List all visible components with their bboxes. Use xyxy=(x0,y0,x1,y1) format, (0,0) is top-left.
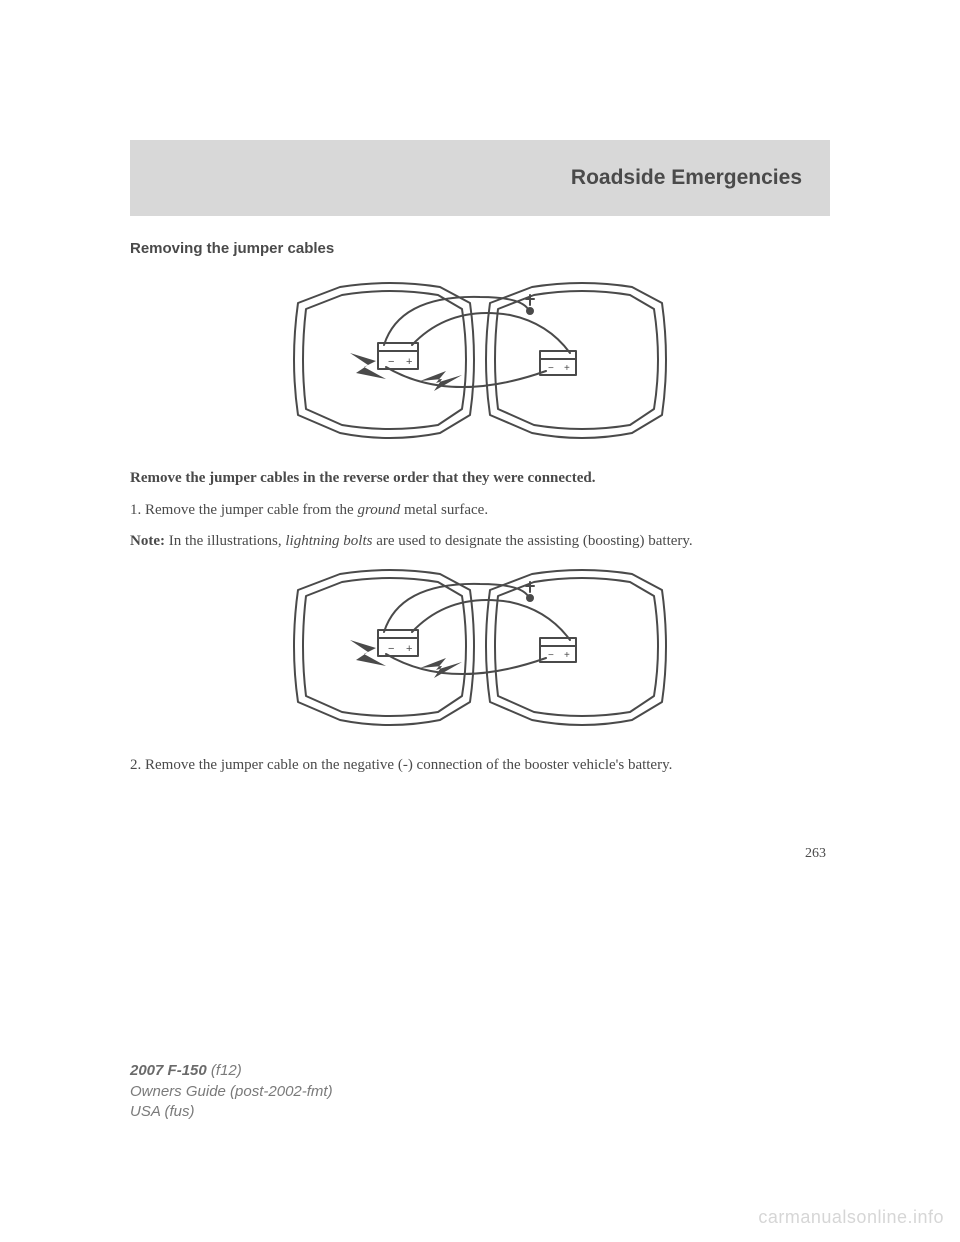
section-heading: Removing the jumper cables xyxy=(130,240,830,257)
step-1-italic: ground xyxy=(357,502,400,518)
reverse-order-instruction: Remove the jumper cables in the reverse … xyxy=(130,468,830,488)
footer-line-3: USA (fus) xyxy=(130,1102,333,1122)
header-title: Roadside Emergencies xyxy=(571,166,802,190)
header-bar: Roadside Emergencies xyxy=(130,140,830,216)
watermark: carmanualsonline.info xyxy=(758,1207,944,1228)
note-suffix: are used to designate the assisting (boo… xyxy=(372,533,692,549)
step-2: 2. Remove the jumper cable on the negati… xyxy=(130,755,830,776)
step-1: 1. Remove the jumper cable from the grou… xyxy=(130,500,830,521)
battery2-plus-2: + xyxy=(564,650,570,661)
note-label: Note: xyxy=(130,533,165,549)
footer-region: USA xyxy=(130,1103,160,1120)
diagram-1: − + − + xyxy=(130,275,830,450)
note-italic: lightning bolts xyxy=(285,533,372,549)
note-prefix: In the illustrations, xyxy=(165,533,285,549)
step-1-suffix: metal surface. xyxy=(400,502,488,518)
battery1-minus: − xyxy=(388,356,394,368)
jumper-diagram-1-icon: − + − + xyxy=(280,275,680,445)
battery1-plus: + xyxy=(406,356,412,368)
diagram-2: − + − + xyxy=(130,562,830,737)
page-number: 263 xyxy=(130,846,830,862)
battery2-minus-2: − xyxy=(548,650,554,661)
footer-line-1: 2007 F-150 (f12) xyxy=(130,1061,333,1081)
battery2-plus: + xyxy=(564,363,570,374)
footer-model: 2007 F-150 xyxy=(130,1062,207,1079)
step-1-prefix: 1. Remove the jumper cable from the xyxy=(130,502,357,518)
jumper-diagram-2-icon: − + − + xyxy=(280,562,680,732)
footer: 2007 F-150 (f12) Owners Guide (post-2002… xyxy=(130,1061,333,1122)
footer-region-code: (fus) xyxy=(160,1103,194,1120)
note-paragraph: Note: In the illustrations, lightning bo… xyxy=(130,531,830,552)
battery1-minus-2: − xyxy=(388,643,394,655)
footer-line-2: Owners Guide (post-2002-fmt) xyxy=(130,1082,333,1102)
battery1-plus-2: + xyxy=(406,643,412,655)
footer-model-code: (f12) xyxy=(207,1062,242,1079)
battery2-minus: − xyxy=(548,363,554,374)
